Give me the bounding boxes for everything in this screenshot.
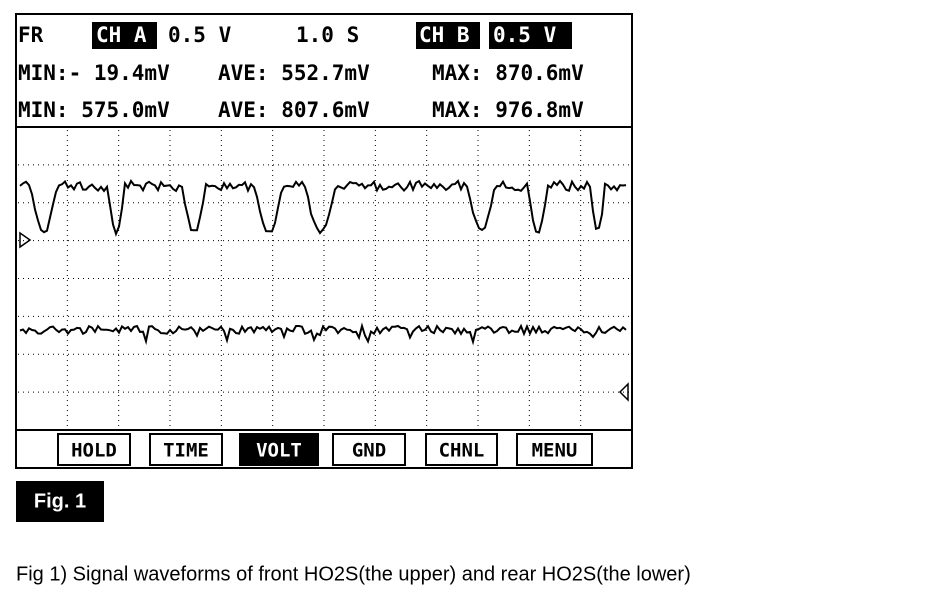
button-label[interactable]: MENU (532, 440, 578, 462)
button-bar: HOLD TIME VOLT GND CHNL MENU (57, 433, 593, 466)
button-label[interactable]: HOLD (71, 440, 117, 462)
figure-label: Fig. 1 (34, 490, 86, 512)
button-box[interactable] (332, 433, 406, 466)
channel-a-scale: 0.5 V (168, 23, 232, 47)
waveform-rear (19, 322, 627, 346)
grid (18, 130, 630, 428)
channel-a-badge (92, 22, 157, 49)
button-box[interactable] (149, 433, 223, 466)
button-box[interactable] (516, 433, 593, 466)
button-box[interactable] (57, 433, 131, 466)
reading-ave: AVE: 552.7mV (218, 61, 370, 85)
reading-max: MAX: 870.6mV (432, 61, 584, 85)
figure-label-box (16, 481, 104, 522)
caption: Fig 1) Signal waveforms of front HO2S(th… (16, 563, 691, 585)
button-label[interactable]: GND (352, 440, 386, 462)
reading-max: MAX: 976.8mV (432, 98, 584, 122)
channel-b: CH B (419, 23, 470, 47)
reading-ave: AVE: 807.6mV (218, 98, 370, 122)
reading-min: MIN:- 19.4mV (18, 61, 170, 85)
channel-b-scale-badge (489, 22, 572, 49)
channel-b-marker (618, 382, 629, 402)
channel-b-scale: 0.5 V (493, 23, 557, 47)
time-scale: 1.0 S (296, 23, 359, 47)
channel-b-badge (416, 22, 480, 49)
button-label[interactable]: VOLT (256, 440, 302, 462)
waveform-front (19, 179, 627, 237)
button-box[interactable] (425, 433, 498, 466)
channel-a: CH A (96, 23, 147, 47)
reading-min: MIN: 575.0mV (18, 98, 170, 122)
button-label[interactable]: TIME (163, 440, 209, 462)
button-label[interactable]: CHNL (439, 440, 485, 462)
button-box[interactable] (239, 433, 319, 466)
source-label: FR (18, 23, 44, 47)
channel-a-marker (19, 231, 32, 249)
